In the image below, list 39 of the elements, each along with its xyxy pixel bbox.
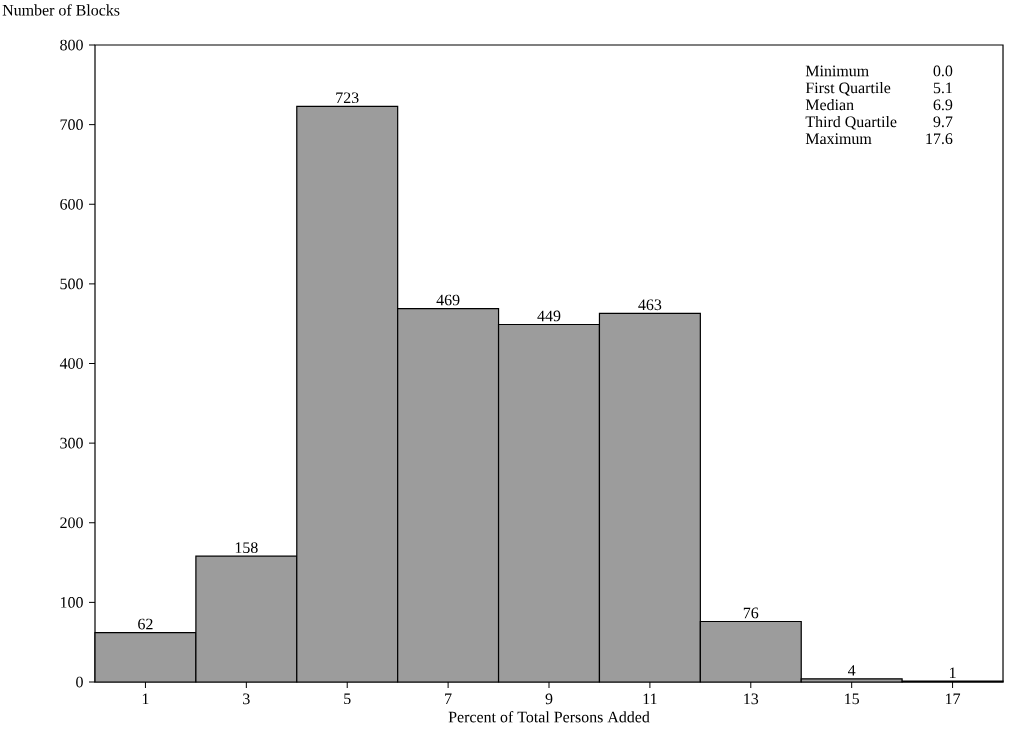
annotation: Median: [805, 98, 854, 111]
data-label: 463: [638, 299, 662, 311]
data-label: 1: [949, 667, 956, 678]
y-tick-label: 800: [60, 39, 83, 51]
y-tick-label: 200: [60, 517, 83, 529]
data-label: 76: [743, 607, 759, 619]
annotation: Maximum: [805, 133, 872, 145]
y-tick-label: 0: [76, 676, 83, 688]
x-tick-label: 15: [845, 693, 860, 705]
data-label: 723: [336, 92, 359, 104]
x-tick-label: 5: [344, 693, 351, 705]
x-tick-label: 7: [445, 693, 452, 704]
data-label: 62: [138, 618, 153, 630]
annotation: 6.9: [933, 99, 953, 111]
annotation: 5.1: [933, 82, 952, 94]
x-axis-title: Percent of Total Persons Added: [448, 711, 650, 723]
data-label: 158: [235, 542, 258, 553]
annotation: Minimum: [805, 65, 869, 77]
x-tick-label: 1: [142, 693, 149, 705]
y-tick-label: 700: [60, 119, 83, 130]
x-tick-label: 9: [545, 693, 553, 705]
y-axis-title: Number of Blocks: [2, 4, 120, 16]
y-tick-label: 300: [60, 437, 83, 449]
y-tick-label: 100: [60, 597, 83, 608]
data-label: 449: [537, 310, 561, 322]
data-label: 469: [436, 294, 460, 306]
annotation: 9.7: [933, 116, 953, 128]
annotation: Third Quartile: [805, 115, 897, 130]
annotation: 0.0: [933, 65, 953, 77]
y-tick-label: 600: [60, 198, 83, 210]
x-tick-label: 17: [946, 693, 961, 705]
y-tick-label: 500: [60, 278, 83, 290]
annotation: 17.6: [926, 133, 953, 145]
x-tick-label: 13: [744, 693, 759, 705]
annotation: First Quartile: [805, 82, 891, 96]
x-tick-label: 11: [643, 693, 657, 705]
y-tick-label: 400: [59, 358, 83, 369]
data-label: 4: [848, 665, 856, 676]
x-tick-label: 3: [243, 693, 250, 705]
